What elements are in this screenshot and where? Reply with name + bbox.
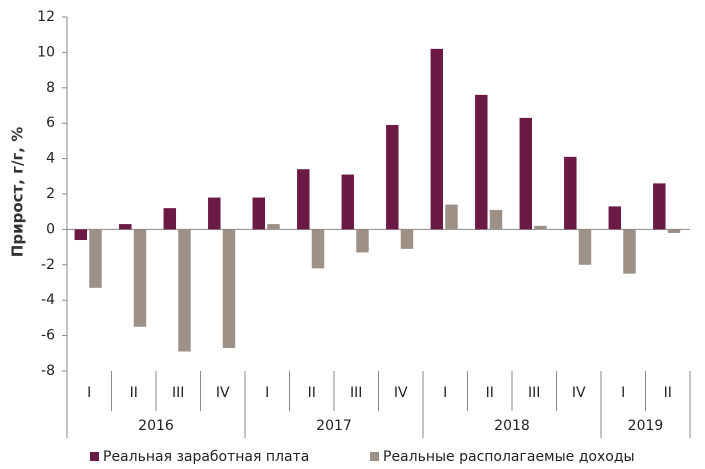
bar: [133, 229, 147, 327]
bar: [623, 229, 636, 274]
bar: [222, 229, 236, 348]
x-group-label: 2016: [138, 418, 174, 434]
legend-swatch: [370, 452, 379, 461]
x-tick-label: I: [265, 385, 269, 401]
y-tick-label: -2: [41, 257, 55, 273]
y-tick-label: 12: [37, 9, 55, 25]
bar: [667, 229, 681, 233]
x-tick-label: II: [486, 385, 494, 401]
bar: [475, 94, 488, 230]
bar: [430, 48, 444, 230]
x-group-label: 2017: [316, 418, 352, 434]
bar: [578, 229, 592, 265]
y-tick-label: 6: [46, 115, 55, 131]
y-tick-label: -4: [41, 292, 55, 308]
bar: [519, 117, 533, 230]
x-tick-label: III: [528, 385, 540, 401]
y-tick-label: 2: [46, 186, 55, 202]
bar: [653, 183, 666, 230]
bar: [89, 229, 102, 288]
y-tick-label: 8: [46, 80, 55, 96]
bar: [608, 206, 622, 230]
x-tick-label: I: [621, 385, 625, 401]
x-tick-label: IV: [394, 385, 408, 401]
bar: [534, 225, 547, 230]
y-tick-label: 10: [37, 44, 55, 60]
y-tick-label: -8: [41, 363, 55, 379]
legend-label: Реальные располагаемые доходы: [383, 449, 635, 465]
bar: [297, 169, 310, 230]
y-tick-label: -6: [41, 328, 55, 344]
x-tick-label: II: [308, 385, 316, 401]
bar: [74, 229, 88, 241]
bar: [119, 224, 132, 230]
y-axis-label: Прирост, г/г, %: [9, 127, 27, 257]
bar: [163, 208, 177, 230]
bar: [252, 197, 266, 230]
bar: [208, 197, 221, 230]
x-tick-label: IV: [216, 385, 230, 401]
y-tick-label: 0: [46, 221, 55, 237]
x-tick-label: III: [172, 385, 184, 401]
x-tick-label: I: [443, 385, 447, 401]
x-group-label: 2019: [628, 418, 664, 434]
x-group-label: 2018: [494, 418, 530, 434]
x-tick-label: I: [87, 385, 91, 401]
bar: [178, 229, 191, 352]
bar: [386, 124, 399, 230]
x-tick-label: III: [350, 385, 362, 401]
bar: [564, 156, 577, 230]
y-tick-label: 4: [46, 151, 55, 167]
bar: [311, 229, 325, 269]
bar: [400, 229, 414, 249]
x-tick-label: II: [664, 385, 672, 401]
legend-swatch: [90, 452, 99, 461]
bar: [356, 229, 369, 253]
bar: [267, 224, 280, 230]
bar: [489, 209, 503, 230]
legend-label: Реальная заработная плата: [103, 449, 309, 465]
bar: [341, 174, 355, 230]
x-tick-label: IV: [572, 385, 586, 401]
bar: [445, 204, 458, 230]
x-tick-label: II: [130, 385, 138, 401]
